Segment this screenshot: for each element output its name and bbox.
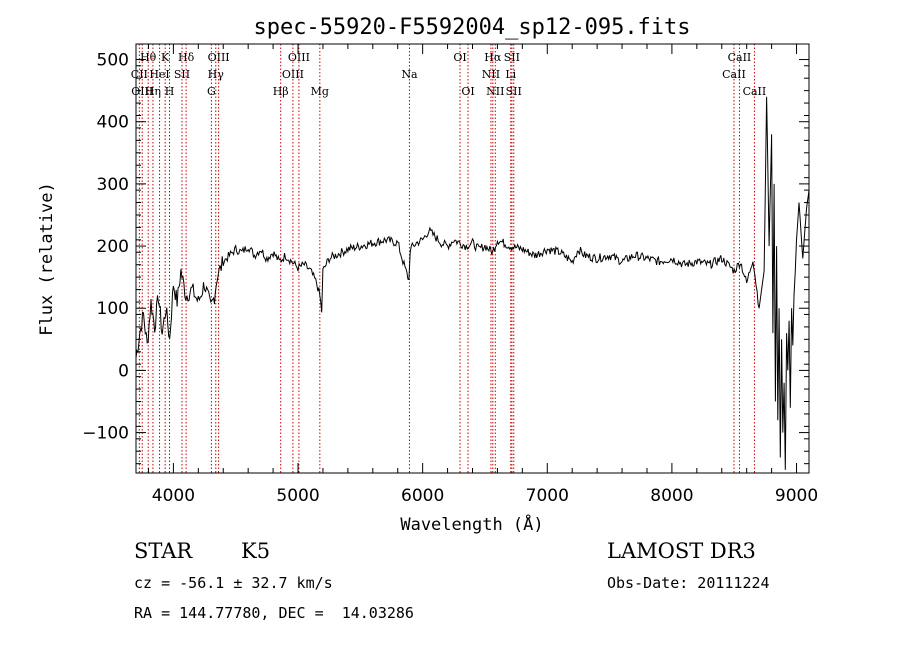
marker-label-15: Mg <box>311 85 329 98</box>
marker-label-10: Hγ <box>208 68 225 81</box>
marker-label-13: OIII <box>282 68 304 81</box>
x-axis-ticks: 4000 5000 6000 7000 8000 9000 <box>147 44 818 506</box>
marker-label-18: OI <box>461 85 474 98</box>
x-tick-label-2: 6000 <box>401 486 444 506</box>
coords-text: RA = 144.77780, DEC = 14.03286 <box>134 604 414 622</box>
marker-label-21: NII <box>486 85 504 98</box>
marker-label-22: Li <box>505 68 516 81</box>
y-axis-ticks: −100 0 100 200 300 400 500 <box>82 51 809 465</box>
marker-label-9: G <box>207 85 216 98</box>
y-tick-label-4: 300 <box>97 175 129 195</box>
marker-label-23: SII <box>504 51 520 64</box>
marker-label-0: Hθ <box>140 51 157 64</box>
obs-date-text: Obs-Date: 20111224 <box>607 574 770 592</box>
marker-label-27: CaII <box>743 85 767 98</box>
y-tick-label-1: 0 <box>118 361 129 381</box>
y-tick-label-6: 500 <box>97 51 129 71</box>
spectrum-series <box>136 96 809 470</box>
object-class: STAR <box>134 539 193 563</box>
marker-label-5: K <box>161 51 170 64</box>
emission-line-labels: HθCIIOIIIHηHeIKHSIIHδGHγOIIIHβOIIIOIIIMg… <box>131 51 766 98</box>
marker-label-8: Hδ <box>178 51 195 64</box>
y-tick-label-3: 200 <box>97 237 129 257</box>
marker-label-6: H <box>165 85 175 98</box>
marker-label-11: OIII <box>208 51 230 64</box>
marker-label-12: Hβ <box>273 85 289 98</box>
y-tick-label-0: −100 <box>82 424 129 444</box>
survey-name: LAMOST DR3 <box>607 539 756 563</box>
x-tick-label-4: 8000 <box>650 486 693 506</box>
marker-label-19: NII <box>482 68 500 81</box>
spectrum-line-0 <box>136 96 809 470</box>
x-axis-label: Wavelength (Å) <box>400 513 543 535</box>
marker-label-14: OIII <box>288 51 310 64</box>
object-subclass: K5 <box>241 539 271 563</box>
marker-label-2: OIII <box>131 85 153 98</box>
emission-line-markers <box>138 44 755 473</box>
velocity-text: cz = -56.1 ± 32.7 km/s <box>134 574 333 592</box>
marker-label-3: Hη <box>145 85 161 98</box>
x-tick-label-3: 7000 <box>526 486 569 506</box>
x-tick-label-1: 5000 <box>276 486 319 506</box>
y-tick-label-2: 100 <box>97 299 129 319</box>
marker-label-26: CaII <box>728 51 752 64</box>
marker-label-7: SII <box>174 68 190 81</box>
chart-title: spec-55920-F5592004_sp12-095.fits <box>253 15 690 40</box>
marker-label-24: SII <box>506 85 522 98</box>
x-tick-label-0: 4000 <box>152 486 195 506</box>
marker-label-25: CaII <box>722 68 746 81</box>
y-axis-label: Flux (relative) <box>37 182 57 336</box>
marker-label-1: CII <box>131 68 148 81</box>
y-tick-label-5: 400 <box>97 113 129 133</box>
marker-label-16: Na <box>401 68 418 81</box>
marker-label-20: Hα <box>484 51 502 64</box>
x-tick-label-5: 9000 <box>775 486 818 506</box>
marker-label-4: HeI <box>149 68 169 81</box>
plot-frame <box>135 43 810 474</box>
marker-label-17: OI <box>453 51 466 64</box>
